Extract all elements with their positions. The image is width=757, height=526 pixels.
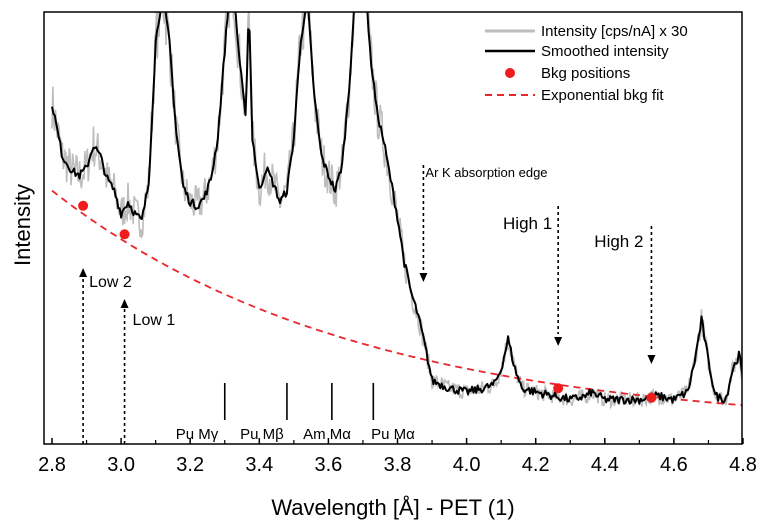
- arrow-head: [79, 268, 88, 277]
- annotation-layer: Low 2 Low 1 Ar K absorption edge High 1 High…: [79, 165, 656, 444]
- legend: Intensity [cps/nA] x 30 Smoothed intensit…: [485, 23, 688, 104]
- x-tick-label: 4.2: [522, 454, 550, 476]
- low-1-label: Low 1: [133, 312, 176, 329]
- legend-label: Smoothed intensity: [541, 43, 669, 60]
- x-tick-label: 4.6: [660, 454, 688, 476]
- bkg-position-point: [553, 383, 564, 394]
- bkg-position-point: [646, 392, 657, 403]
- arrow-head: [120, 299, 129, 308]
- emission-line-label: Pu Mα: [371, 426, 415, 443]
- legend-label: Intensity [cps/nA] x 30: [541, 23, 688, 40]
- bkg-position-point: [119, 229, 130, 240]
- x-tick-label: 4.4: [591, 454, 619, 476]
- y-axis-title: Intensity: [10, 184, 35, 266]
- high-1-label: High 1: [503, 214, 552, 233]
- x-tick-label: 3.8: [384, 454, 412, 476]
- x-tick-label: 3.0: [107, 454, 135, 476]
- x-axis-title: Wavelength [Å] - PET (1): [271, 495, 514, 520]
- ar-edge-label: Ar K absorption edge: [425, 165, 547, 180]
- legend-label: Exponential bkg fit: [541, 87, 664, 104]
- high-2-label: High 2: [594, 232, 643, 251]
- x-tick-label: 3.6: [314, 454, 342, 476]
- x-tick-label: 2.8: [38, 454, 66, 476]
- emission-line-label: Pu Mγ: [176, 426, 219, 443]
- bkg-positions-layer: [78, 200, 657, 403]
- arrow-head: [554, 337, 563, 346]
- axes: 2.8 3.0 3.2 3.4 3.6 3.8 4.0 4.2 4.4 4.6 4.8: [38, 11, 757, 476]
- series-raw-intensity-line: [51, 12, 742, 410]
- bkg-position-point: [78, 200, 89, 211]
- smoothed-intensity-layer: [51, 12, 742, 405]
- x-tick-label: 4.8: [729, 454, 757, 476]
- emission-line-label: Pu Mβ: [240, 426, 284, 443]
- bkg-fit-layer: [51, 189, 742, 407]
- x-tick-label: 3.4: [245, 454, 273, 476]
- series-bkg-fit-line: [51, 189, 742, 407]
- arrow-head: [647, 355, 656, 364]
- legend-label: Bkg positions: [541, 65, 630, 82]
- emission-line-label: Am Mα: [303, 426, 351, 443]
- x-tick-label: 4.0: [453, 454, 481, 476]
- plot-frame: [43, 11, 743, 445]
- low-2-label: Low 2: [89, 274, 132, 291]
- legend-swatch: [505, 68, 515, 78]
- x-tick-label: 3.2: [176, 454, 204, 476]
- series-smoothed-intensity-line: [51, 12, 742, 405]
- arrow-head: [419, 273, 428, 282]
- raw-intensity-layer: [51, 12, 742, 410]
